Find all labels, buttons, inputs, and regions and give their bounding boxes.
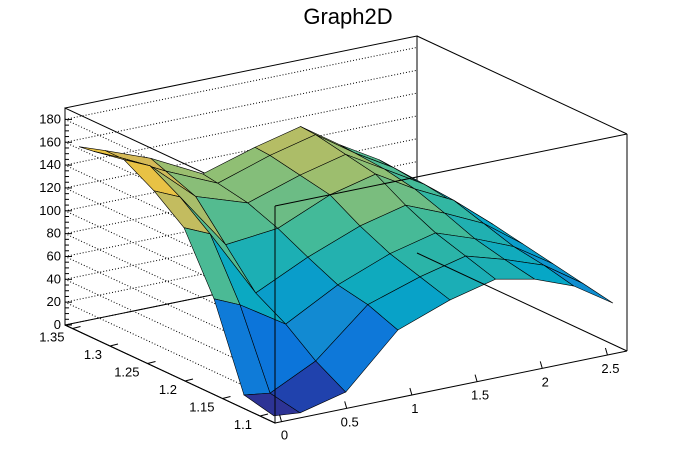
front-top-edge — [274, 133, 628, 207]
x-tick-label: 1 — [411, 401, 418, 416]
z-tick-label: 0 — [54, 317, 61, 332]
right-top-edge — [416, 35, 628, 135]
z-tick-label: 40 — [47, 271, 61, 286]
x-tick — [344, 401, 348, 409]
y-tick-label: 1.2 — [159, 382, 177, 397]
y-tick — [147, 361, 156, 364]
y-tick — [72, 326, 81, 329]
z-gridline-back — [64, 46, 418, 120]
y-tick — [222, 396, 231, 399]
z-tick-label: 140 — [39, 157, 61, 172]
x-axis: 0 0.5 1 1.5 2 2.5 — [279, 347, 619, 443]
left-bottom-edge — [64, 324, 276, 424]
y-tick — [259, 413, 269, 417]
y-tick-label: 1.35 — [39, 330, 64, 345]
x-tick-label: 0 — [281, 428, 288, 443]
z-tick-label: 160 — [39, 134, 61, 149]
x-tick — [539, 361, 543, 369]
z-axis: 0 20 40 60 80 100 120 140 160 180 — [39, 111, 72, 332]
x-tick-label: 2.5 — [601, 361, 619, 376]
x-tick — [279, 414, 282, 422]
x-tick-label: 2 — [542, 374, 549, 389]
y-tick-label: 1.25 — [114, 365, 139, 380]
x-tick — [604, 347, 608, 356]
z-tick-label: 20 — [47, 294, 61, 309]
z-tick-label: 60 — [47, 248, 61, 263]
x-tick — [409, 387, 413, 396]
chart-title: Graph2D — [303, 4, 392, 29]
z-tick-label: 80 — [47, 226, 61, 241]
y-tick — [184, 378, 194, 382]
surface-mesh — [78, 126, 614, 417]
right-bottom-edge — [416, 252, 628, 352]
y-axis: 1.1 1.15 1.2 1.25 1.3 1.35 — [39, 326, 269, 432]
z-tick-label: 100 — [39, 203, 61, 218]
front-bottom-edge — [274, 350, 628, 424]
y-tick-label: 1.1 — [234, 417, 252, 432]
y-tick — [109, 343, 119, 347]
x-tick-label: 1.5 — [471, 388, 489, 403]
surface-cell — [543, 264, 614, 304]
y-tick-label: 1.15 — [189, 400, 214, 415]
front-frame — [64, 35, 628, 424]
x-tick-label: 0.5 — [341, 414, 359, 429]
x-tick — [474, 374, 478, 382]
z-gridline-back — [64, 69, 418, 143]
z-tick-label: 180 — [39, 111, 61, 126]
z-tick-label: 120 — [39, 180, 61, 195]
y-tick-label: 1.3 — [84, 347, 102, 362]
